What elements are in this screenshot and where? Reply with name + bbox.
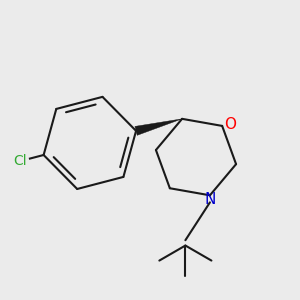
Polygon shape	[135, 119, 182, 135]
Text: O: O	[224, 117, 236, 132]
Text: N: N	[204, 192, 216, 207]
Text: Cl: Cl	[13, 154, 26, 168]
